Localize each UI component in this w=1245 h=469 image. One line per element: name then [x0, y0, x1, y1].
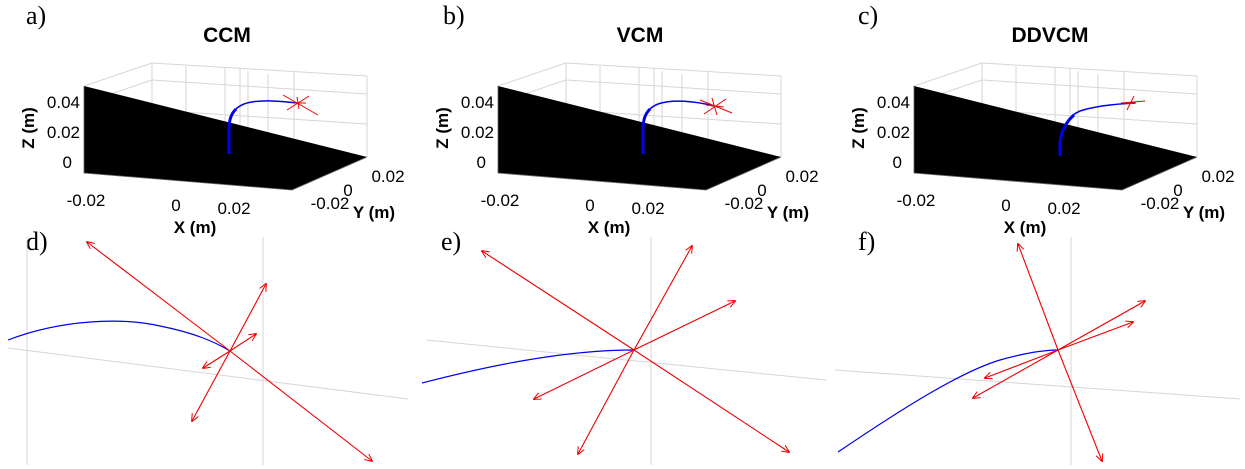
x-tick-c-0: -0.02: [897, 191, 936, 210]
z-tick-a-2: 0: [63, 153, 72, 172]
x-tick-b-2: 0.02: [631, 199, 664, 218]
panel-title-c: DDVCM: [1012, 24, 1089, 47]
z-tick-c-2: 0: [893, 153, 902, 172]
z-tick-b-0: 0.04: [461, 93, 494, 112]
y-tick-a-2: -0.02: [311, 194, 350, 213]
y-tick-c-1: 0: [1173, 181, 1182, 200]
panel-title-b: VCM: [617, 24, 664, 47]
z-tick-c-0: 0.04: [877, 93, 910, 112]
zlabel-a: Z (m): [19, 107, 38, 149]
panel-f: f): [834, 227, 1241, 465]
panel-letter-a: a): [26, 1, 46, 30]
ylabel-a: Y (m): [353, 203, 395, 222]
panel-c: c) DDVCM 0.04 0.02 0 Z (m) -0.02 0 0.02 …: [849, 1, 1235, 237]
panel-letter-c: c): [858, 1, 878, 30]
arrows-d: [87, 242, 372, 461]
panel-letter-e: e): [441, 227, 461, 256]
x-tick-c-1: 0: [1001, 196, 1010, 215]
panel-letter-f: f): [858, 227, 875, 256]
x-tick-a-2: 0.02: [217, 199, 250, 218]
xlabel-c: X (m): [1004, 218, 1047, 237]
curve-a-thick: [227, 107, 238, 154]
axis-lines-a: [83, 86, 368, 191]
panel-d: d): [7, 227, 409, 465]
panel-letter-d: d): [26, 227, 48, 256]
z-tick-b-1: 0.02: [461, 123, 494, 142]
x-tick-b-0: -0.02: [481, 191, 520, 210]
frame-a: [282, 94, 319, 116]
curve-e: [421, 349, 635, 384]
ylabel-b: Y (m): [767, 203, 809, 222]
z-tick-a-0: 0.04: [47, 93, 80, 112]
arrows-f: [973, 244, 1145, 461]
y-tick-b-2: -0.02: [725, 194, 764, 213]
axis-lines-c: [913, 86, 1198, 191]
zlabel-b: Z (m): [433, 107, 452, 149]
panel-letter-b: b): [443, 1, 465, 30]
panel-b: b) VCM 0.04 0.02 0 Z (m) -0.02 0 0.02 X …: [433, 1, 819, 237]
curve-d: [7, 320, 231, 352]
y-tick-a-0: 0.02: [371, 167, 404, 186]
panel-e: e): [421, 227, 827, 465]
y-tick-c-2: -0.02: [1141, 194, 1180, 213]
x-tick-a-1: 0: [171, 196, 180, 215]
y-tick-b-0: 0.02: [785, 167, 818, 186]
curve-b-thick: [641, 107, 652, 154]
curve-f: [837, 349, 1059, 453]
x-tick-c-2: 0.02: [1047, 199, 1080, 218]
x-tick-b-1: 0: [585, 196, 594, 215]
xlabel-a: X (m): [174, 218, 217, 237]
axis-lines-b: [497, 86, 782, 191]
grid-e: [425, 237, 827, 465]
panel-a: a) CCM 0.04 0.02 0 Z (m) -0.02 0 0.02 X …: [19, 1, 405, 237]
zlabel-c: Z (m): [849, 107, 868, 149]
z-tick-b-2: 0: [477, 153, 486, 172]
grid-d: [7, 237, 409, 465]
frame-c: [1120, 95, 1146, 111]
x-tick-a-0: -0.02: [67, 191, 106, 210]
ylabel-c: Y (m): [1183, 203, 1225, 222]
curve-c-thick: [1058, 113, 1076, 156]
frame-b: [699, 97, 733, 116]
panel-title-a: CCM: [203, 24, 251, 47]
xlabel-b: X (m): [588, 218, 631, 237]
arrows-e: [482, 246, 789, 454]
grid-f: [834, 237, 1241, 465]
y-tick-a-1: 0: [343, 181, 352, 200]
z-tick-a-1: 0.02: [47, 123, 80, 142]
y-tick-b-1: 0: [757, 181, 766, 200]
z-tick-c-1: 0.02: [877, 123, 910, 142]
y-tick-c-0: 0.02: [1201, 167, 1234, 186]
